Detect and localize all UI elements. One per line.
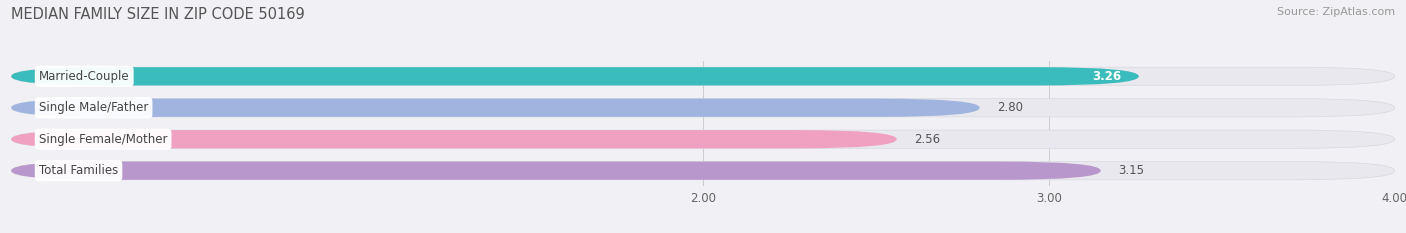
FancyBboxPatch shape — [11, 130, 897, 148]
Text: 3.15: 3.15 — [1118, 164, 1144, 177]
FancyBboxPatch shape — [11, 99, 980, 117]
FancyBboxPatch shape — [11, 67, 1139, 86]
FancyBboxPatch shape — [11, 161, 1101, 180]
Text: Source: ZipAtlas.com: Source: ZipAtlas.com — [1277, 7, 1395, 17]
Text: Single Female/Mother: Single Female/Mother — [39, 133, 167, 146]
Text: Total Families: Total Families — [39, 164, 118, 177]
Text: 2.56: 2.56 — [914, 133, 941, 146]
FancyBboxPatch shape — [11, 161, 1395, 180]
Text: Single Male/Father: Single Male/Father — [39, 101, 148, 114]
FancyBboxPatch shape — [11, 130, 1395, 148]
Text: 2.80: 2.80 — [997, 101, 1024, 114]
Text: Married-Couple: Married-Couple — [39, 70, 129, 83]
FancyBboxPatch shape — [11, 67, 1395, 86]
Text: MEDIAN FAMILY SIZE IN ZIP CODE 50169: MEDIAN FAMILY SIZE IN ZIP CODE 50169 — [11, 7, 305, 22]
Text: 3.26: 3.26 — [1092, 70, 1122, 83]
FancyBboxPatch shape — [11, 99, 1395, 117]
